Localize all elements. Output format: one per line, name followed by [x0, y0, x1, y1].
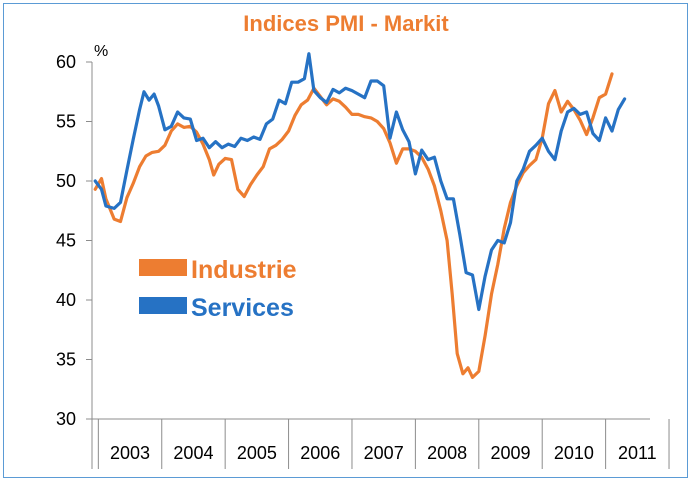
- x-year-label: 2005: [237, 443, 277, 463]
- x-year-label: 2011: [618, 443, 657, 463]
- y-tick-label: 40: [56, 290, 76, 310]
- y-axis-unit-label: %: [94, 43, 108, 60]
- legend-label-services: Services: [191, 294, 294, 322]
- legend-swatch-services: [139, 297, 187, 314]
- y-tick-label: 55: [56, 112, 76, 132]
- x-year-label: 2004: [173, 443, 213, 463]
- y-tick-label: 30: [56, 409, 76, 429]
- series-line-industrie: [93, 72, 614, 379]
- legend: Industrie Services: [139, 256, 297, 322]
- y-tick-label: 50: [56, 171, 76, 191]
- x-year-label: 2009: [490, 443, 530, 463]
- axes: 30 35 40 45 50 55 60 2003 2004 2005 2006 2007 2008 20…: [56, 52, 670, 469]
- legend-swatch-industrie: [139, 259, 187, 276]
- series-line-services: [93, 52, 627, 312]
- x-year-label: 2006: [300, 443, 340, 463]
- x-year-label: 2007: [364, 443, 404, 463]
- x-year-label: 2010: [554, 443, 594, 463]
- x-year-label: 2008: [427, 443, 467, 463]
- pmi-line-chart: Indices PMI - Markit % 30 35 40 45 50 55 60 200…: [56, 11, 670, 469]
- y-tick-label: 35: [56, 350, 76, 370]
- x-year-label: 2003: [110, 443, 150, 463]
- chart-title: Indices PMI - Markit: [243, 11, 449, 36]
- series-lines: [93, 52, 627, 379]
- y-tick-label: 60: [56, 52, 76, 72]
- legend-label-industrie: Industrie: [191, 256, 297, 284]
- chart-frame: Indices PMI - Markit % 30 35 40 45 50 55 60 200…: [3, 3, 688, 478]
- y-tick-label: 45: [56, 231, 76, 251]
